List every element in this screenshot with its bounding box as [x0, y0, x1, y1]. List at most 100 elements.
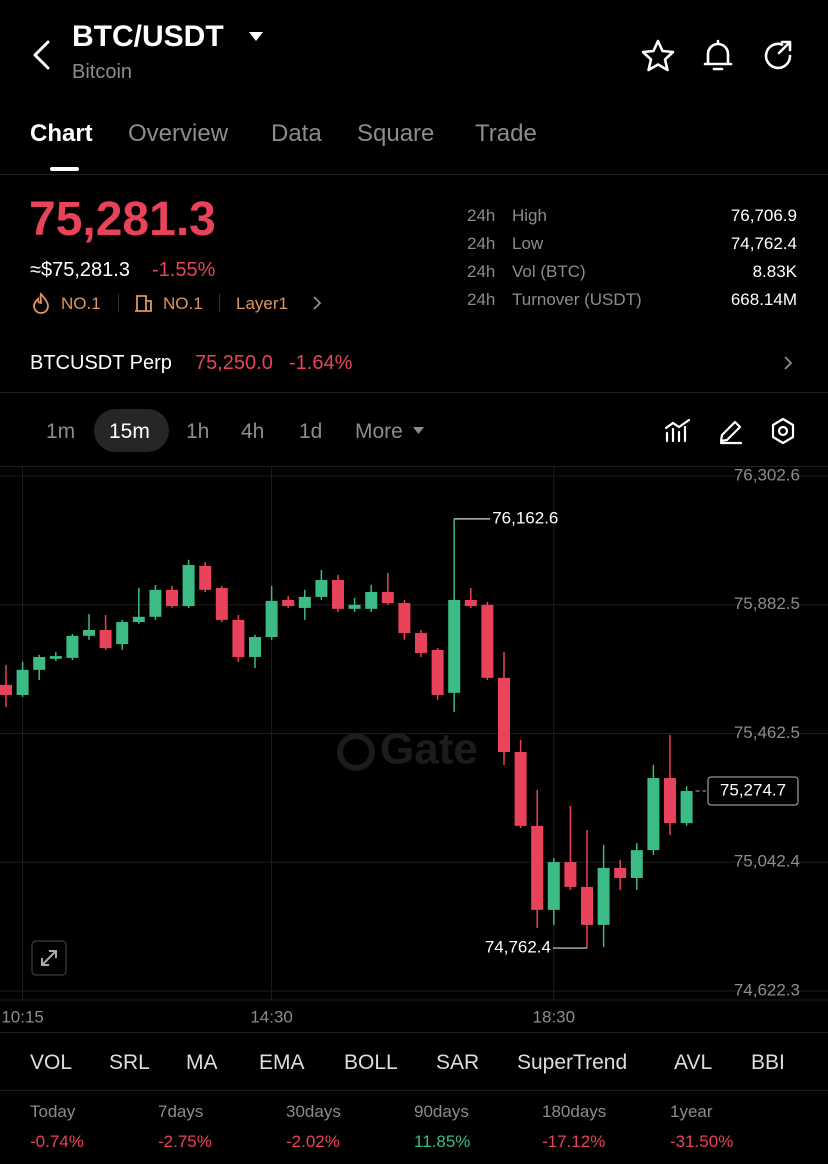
watermark: Gate — [337, 725, 478, 774]
candle-body — [132, 616, 145, 623]
performance-label: 180days — [542, 1102, 607, 1121]
dropdown-icon[interactable] — [248, 31, 264, 43]
chart-top-border — [0, 466, 828, 467]
candle-body — [348, 604, 361, 609]
tab[interactable]: Data — [271, 120, 322, 147]
candle-body — [581, 886, 593, 925]
rank-tag[interactable]: NO.1 — [163, 294, 203, 313]
settings-icon[interactable] — [769, 416, 797, 446]
low-label: 74,762.4 — [485, 938, 551, 957]
candle-body — [547, 862, 560, 910]
candle-body — [298, 596, 311, 608]
candle-body — [597, 867, 610, 925]
indicator[interactable]: SAR — [436, 1051, 480, 1074]
interval-selected-bg — [94, 409, 169, 452]
price-change: -1.55% — [152, 259, 216, 281]
indicator[interactable]: VOL — [30, 1051, 73, 1074]
stat-value: 668.14M — [730, 290, 797, 309]
candlestick-chart: Gate 74,622.3 75,042.4 75,462.5 75,882.5 76,… — [0, 466, 828, 1026]
indicator[interactable]: EMA — [259, 1051, 305, 1074]
chevron-icon[interactable] — [782, 354, 794, 372]
candle-body — [415, 633, 427, 653]
share-icon[interactable] — [760, 38, 796, 74]
candle-body — [664, 778, 676, 824]
tab[interactable]: Chart — [30, 120, 93, 147]
candle-body — [249, 637, 261, 657]
candle-body — [365, 591, 378, 609]
stat-period: 24h — [467, 262, 496, 281]
performance-value: -2.75% — [158, 1132, 212, 1151]
interval[interactable]: 1d — [299, 420, 323, 443]
last-price: 75,281.3 — [29, 193, 216, 246]
candle-body — [630, 850, 643, 878]
candle-body — [481, 604, 494, 678]
candle-body — [531, 825, 544, 910]
y-tick-label: 76,302.6 — [734, 466, 800, 484]
indicator[interactable]: BBI — [751, 1051, 785, 1074]
x-tick-label: 10:15 — [1, 1007, 44, 1026]
divider — [0, 174, 828, 175]
performance-value: -0.74% — [30, 1132, 84, 1151]
candle-body — [0, 684, 12, 695]
category-tag[interactable]: Layer1 — [236, 294, 288, 313]
indicator-icon[interactable] — [664, 418, 692, 444]
tab[interactable]: Overview — [128, 120, 229, 147]
interval[interactable]: 15m — [109, 420, 150, 443]
pair-subtitle: Bitcoin — [72, 61, 133, 83]
indicator[interactable]: BOLL — [344, 1051, 398, 1074]
price-approx: ≈$75,281.3 — [30, 259, 130, 281]
performance-value: -2.02% — [286, 1132, 340, 1151]
fullscreen-icon[interactable] — [31, 940, 67, 976]
tab[interactable]: Square — [357, 120, 435, 147]
candle-body — [33, 656, 46, 670]
interval[interactable]: More — [355, 420, 403, 443]
chevron-icon[interactable] — [311, 294, 323, 312]
tab-indicator — [50, 167, 79, 171]
divider — [0, 1090, 828, 1091]
x-tick-label: 14:30 — [250, 1007, 293, 1026]
indicator[interactable]: MA — [186, 1051, 218, 1074]
indicator[interactable]: AVL — [674, 1051, 713, 1074]
candle-body — [49, 656, 62, 659]
favorite-icon[interactable] — [640, 38, 676, 74]
candle-body — [332, 580, 344, 609]
building-icon — [135, 295, 152, 312]
tab[interactable]: Trade — [475, 120, 537, 147]
draw-icon[interactable] — [717, 417, 745, 445]
interval[interactable]: 4h — [241, 420, 265, 443]
back-icon[interactable] — [28, 38, 54, 72]
candle-body — [116, 622, 129, 645]
perp-price: 75,250.0 — [195, 352, 273, 374]
candle-body — [99, 630, 112, 649]
candle-body — [614, 867, 627, 878]
pair-title[interactable]: BTC/USDT — [72, 20, 224, 53]
last-price-label: 75,274.7 — [720, 781, 786, 800]
interval[interactable]: 1h — [186, 420, 210, 443]
performance-label: Today — [30, 1102, 76, 1121]
stat-label: Vol (BTC) — [512, 262, 586, 281]
candle-body — [66, 635, 79, 658]
candle-body — [265, 600, 278, 638]
stat-period: 24h — [467, 290, 496, 309]
perp-name[interactable]: BTCUSDT Perp — [30, 352, 172, 374]
stat-label: Low — [512, 234, 544, 253]
perp-change: -1.64% — [289, 352, 353, 374]
y-tick-label: 75,882.5 — [734, 594, 800, 613]
watermark-text: Gate — [380, 725, 478, 774]
indicator[interactable]: SRL — [109, 1051, 150, 1074]
interval[interactable]: 1m — [46, 420, 76, 443]
performance-label: 1year — [670, 1102, 713, 1121]
alert-icon[interactable] — [700, 38, 736, 74]
candle-body — [448, 599, 461, 693]
rank-tag[interactable]: NO.1 — [61, 294, 101, 313]
y-tick-label: 74,622.3 — [734, 981, 800, 1000]
dropdown-icon[interactable] — [412, 426, 426, 436]
candle-body — [215, 588, 228, 620]
indicator[interactable]: SuperTrend — [517, 1051, 628, 1074]
candle-body — [232, 619, 245, 657]
candle-body — [182, 565, 195, 607]
stat-value: 8.83K — [752, 262, 797, 281]
candle-body — [680, 791, 693, 824]
separator — [118, 294, 119, 312]
